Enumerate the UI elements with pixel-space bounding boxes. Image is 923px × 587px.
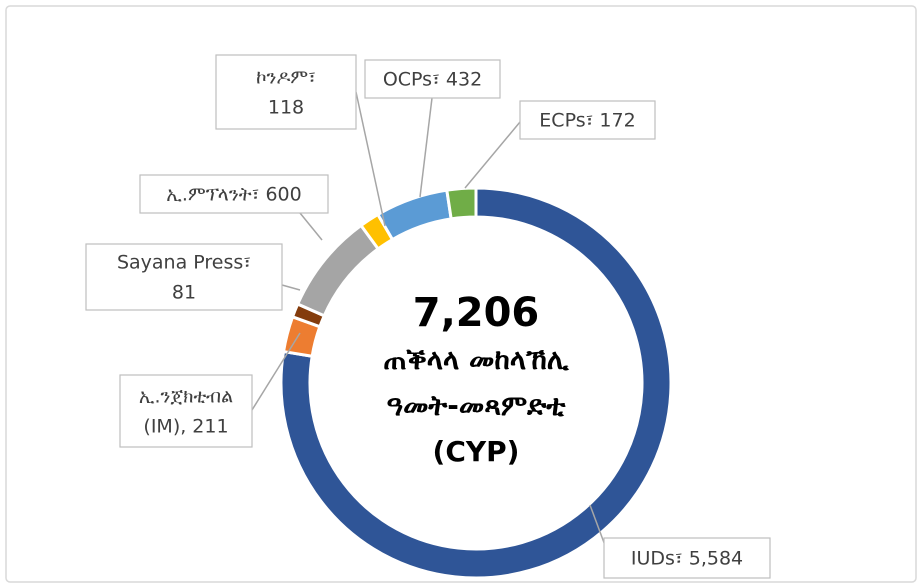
leader-line [281, 284, 301, 291]
leader-line [419, 97, 433, 198]
callout-box [215, 54, 357, 130]
callout-box [85, 243, 283, 311]
center-text: 7,206 [413, 290, 540, 336]
data-label: ECPs፣ 172 [539, 110, 635, 132]
data-label: 118 [268, 97, 304, 119]
data-label: (IM), 211 [143, 416, 228, 438]
leader-line [464, 121, 521, 189]
leader-line [589, 504, 607, 549]
callout-box [119, 374, 253, 448]
data-label: Sayana Press፣ [117, 252, 251, 274]
leader-line [299, 212, 323, 241]
leader-line [355, 91, 386, 227]
data-label: 81 [172, 282, 196, 304]
callout-box [519, 100, 656, 140]
callout-box [603, 537, 771, 579]
center-text: (CYP) [433, 435, 520, 468]
leader-line [251, 332, 301, 411]
callout-box [364, 59, 501, 99]
callout-box [139, 174, 329, 214]
data-label: ኮንዶም፣ [256, 67, 316, 89]
donut-segment [445, 186, 478, 221]
center-text: ጠቕላላ መከላኸሊ [383, 343, 569, 376]
data-label: ኢ.ምፕላንት፣ 600 [166, 184, 301, 206]
center-text: ዓመት-መጻምድቲ [387, 389, 567, 422]
data-label: OCPs፣ 432 [383, 69, 482, 91]
data-label: IUDs፣ 5,584 [631, 548, 743, 570]
data-label: ኢ.ንጀክቲብል [139, 386, 233, 408]
